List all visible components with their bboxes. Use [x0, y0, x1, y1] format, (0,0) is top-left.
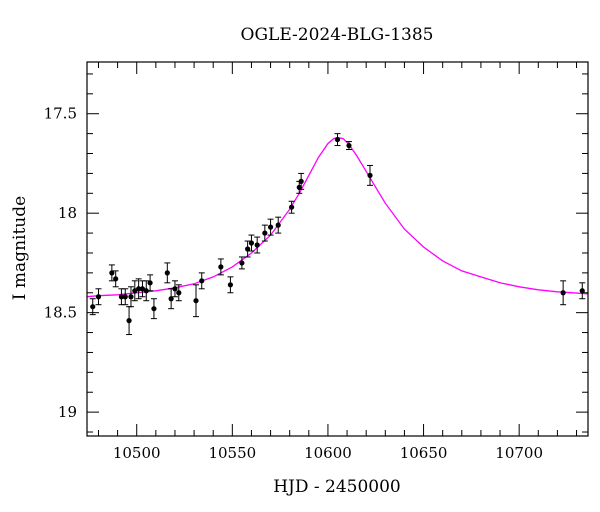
x-axis-label: HJD - 2450000 — [273, 477, 401, 497]
data-point — [95, 294, 102, 300]
plot-frame — [86, 61, 589, 437]
data-point — [143, 288, 149, 294]
data-point — [176, 290, 182, 296]
data-point — [132, 288, 138, 294]
data-point — [560, 290, 566, 296]
data-point — [334, 136, 341, 143]
data-point — [122, 294, 128, 300]
data-point — [296, 184, 302, 190]
data-point — [113, 276, 119, 282]
data-point — [128, 294, 134, 300]
data-point — [218, 264, 224, 270]
data-point — [164, 270, 170, 276]
x-tick-label: 10600 — [304, 444, 352, 462]
data-point — [199, 278, 205, 284]
data-point — [168, 296, 174, 302]
plot-area: 10500 10550 10600 10650 10700 17.5 18 18.5 19 — [44, 61, 589, 462]
data-point — [579, 288, 585, 294]
y-axis-label: I magnitude — [10, 196, 30, 300]
data-point — [245, 246, 251, 252]
x-tick-label: 10500 — [113, 444, 161, 462]
data-point — [172, 286, 178, 292]
data-point — [151, 306, 157, 312]
x-tick-label: 10650 — [400, 444, 448, 462]
data-point — [193, 298, 199, 304]
data-point — [248, 240, 255, 246]
y-tick-label: 18.5 — [44, 304, 77, 322]
data-point — [90, 304, 96, 310]
x-tick-label: 10700 — [495, 444, 543, 462]
data-point — [346, 142, 352, 149]
data-point — [147, 280, 153, 286]
data-point — [289, 204, 295, 210]
chart-title: OGLE-2024-BLG-1385 — [241, 25, 434, 45]
data-point — [239, 260, 245, 266]
data-point — [136, 286, 142, 292]
data-point — [126, 318, 132, 324]
y-tick-label: 17.5 — [44, 105, 77, 123]
data-point — [262, 230, 268, 236]
model-curve — [86, 136, 589, 298]
data-point — [267, 224, 274, 230]
data-point — [275, 222, 281, 228]
x-tick-label: 10550 — [208, 444, 256, 462]
data-point — [118, 294, 125, 300]
y-tick-label: 18 — [58, 204, 77, 222]
data-point — [254, 242, 260, 248]
data-point — [298, 178, 304, 184]
data-point — [109, 270, 115, 276]
data-point — [227, 282, 234, 288]
y-tick-label: 19 — [58, 403, 77, 421]
data-point — [367, 172, 373, 178]
data-point — [139, 286, 146, 292]
